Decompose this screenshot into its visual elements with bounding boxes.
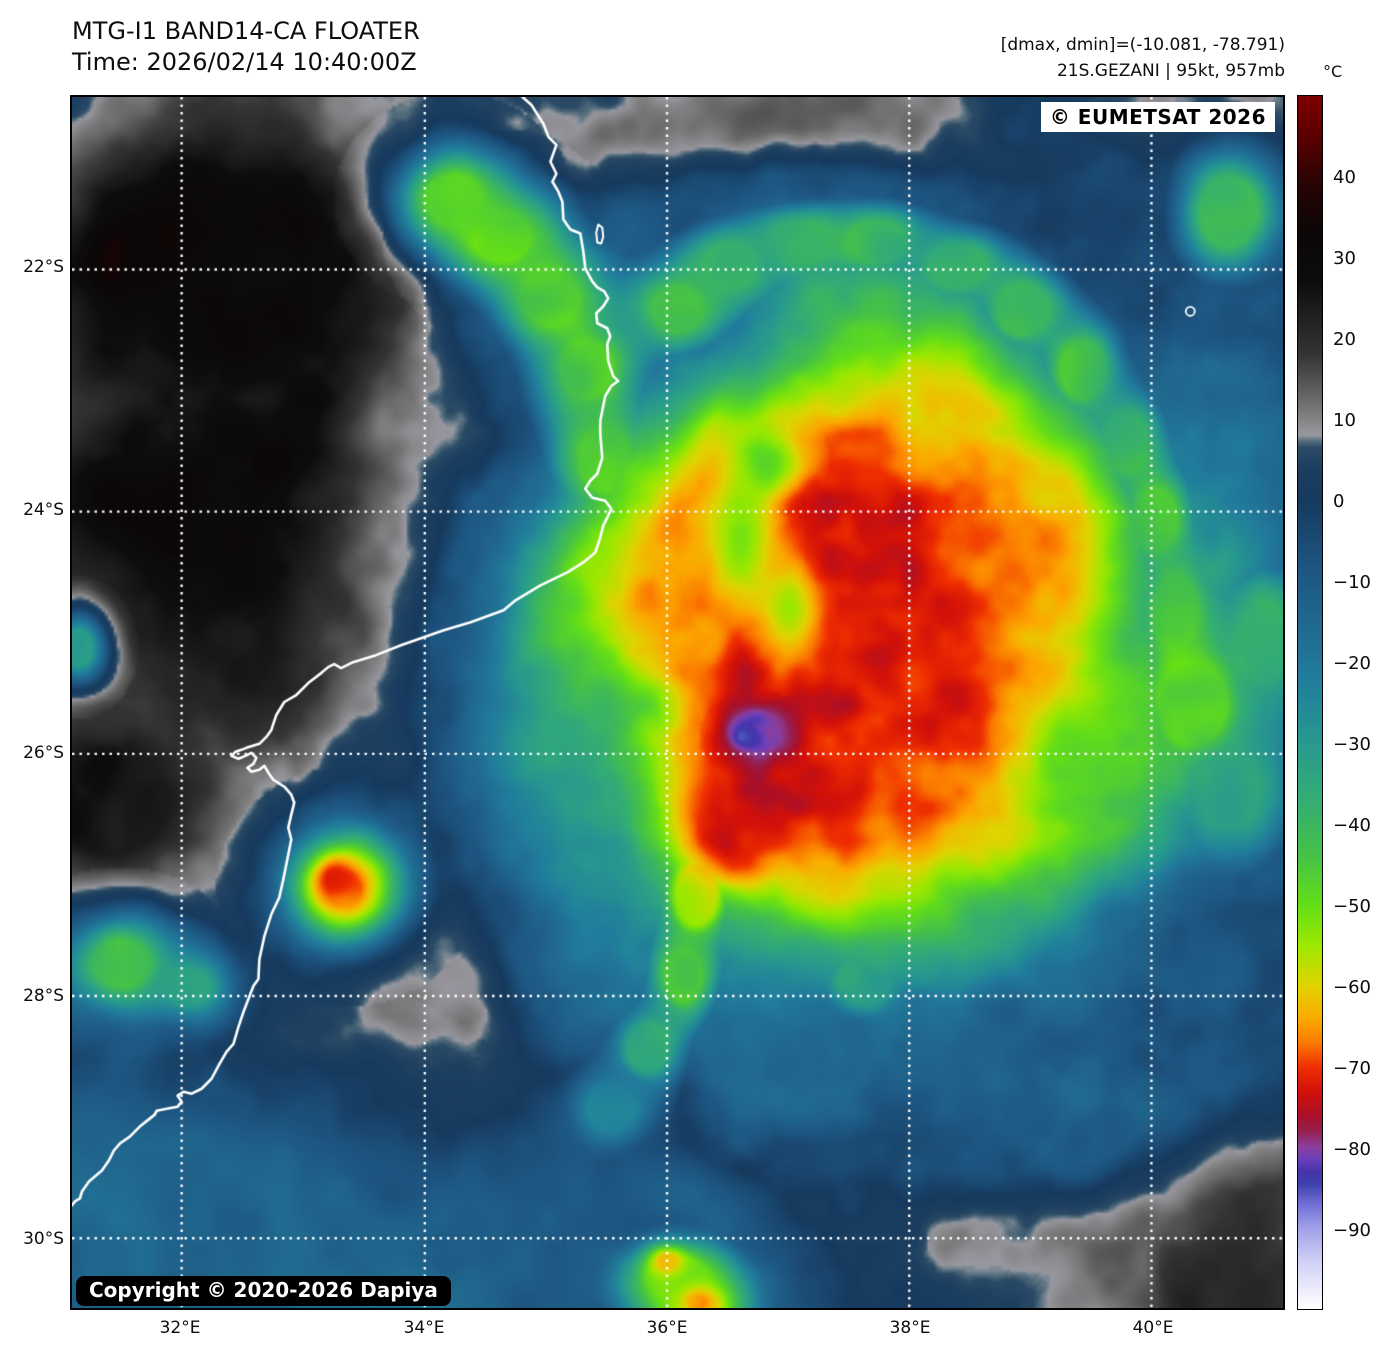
map-plot-area: © EUMETSAT 2026 Copyright © 2020-2026 Da… bbox=[70, 95, 1285, 1310]
colorbar-tick-label: 30 bbox=[1333, 248, 1356, 270]
dmax-dmin-readout: [dmax, dmin]=(-10.081, -78.791) bbox=[1000, 35, 1285, 55]
title-block: MTG-I1 BAND14-CA FLOATER Time: 2026/02/1… bbox=[72, 16, 420, 78]
lon-tick-label: 34°E bbox=[403, 1318, 445, 1338]
colorbar-tick-label: −40 bbox=[1333, 815, 1371, 837]
eumetsat-attribution-badge: © EUMETSAT 2026 bbox=[1040, 102, 1275, 132]
colorbar-tick-label: −80 bbox=[1333, 1139, 1371, 1161]
colorbar-tick-label: −30 bbox=[1333, 734, 1371, 756]
lat-tick-label: 30°S bbox=[23, 1229, 64, 1249]
temperature-colorbar bbox=[1297, 95, 1323, 1310]
lon-tick-label: 38°E bbox=[889, 1318, 931, 1338]
colorbar-tick-label: 40 bbox=[1333, 167, 1356, 189]
colorbar-tick-label: 20 bbox=[1333, 329, 1356, 351]
lat-tick-label: 28°S bbox=[23, 986, 64, 1006]
colorbar-tick-label: 0 bbox=[1333, 491, 1345, 513]
colorbar-unit-label: °C bbox=[1323, 62, 1343, 81]
lat-tick-label: 26°S bbox=[23, 743, 64, 763]
colorbar-tick-label: −20 bbox=[1333, 653, 1371, 675]
colorbar-tick-label: −50 bbox=[1333, 896, 1371, 918]
colorbar-tick-label: −90 bbox=[1333, 1220, 1371, 1242]
copyright-badge: Copyright © 2020-2026 Dapiya bbox=[76, 1276, 451, 1306]
colorbar-tick-label: −70 bbox=[1333, 1058, 1371, 1080]
lat-tick-label: 22°S bbox=[23, 257, 64, 277]
lon-tick-label: 36°E bbox=[646, 1318, 688, 1338]
storm-id-intensity: 21S.GEZANI | 95kt, 957mb bbox=[1056, 60, 1285, 81]
timestamp: Time: 2026/02/14 10:40:00Z bbox=[72, 48, 417, 77]
page-title: MTG-I1 BAND14-CA FLOATER bbox=[72, 17, 420, 45]
lon-tick-label: 32°E bbox=[159, 1318, 201, 1338]
storm-info-block: [dmax, dmin]=(-10.081, -78.791) 21S.GEZA… bbox=[1001, 33, 1285, 84]
colorbar-tick-label: −10 bbox=[1333, 572, 1371, 594]
colorbar-tick-label: 10 bbox=[1333, 410, 1356, 432]
colorbar-tick-label: −60 bbox=[1333, 977, 1371, 999]
satellite-ir-canvas bbox=[72, 97, 1283, 1308]
lon-tick-label: 40°E bbox=[1132, 1318, 1174, 1338]
lat-tick-label: 24°S bbox=[23, 500, 64, 520]
